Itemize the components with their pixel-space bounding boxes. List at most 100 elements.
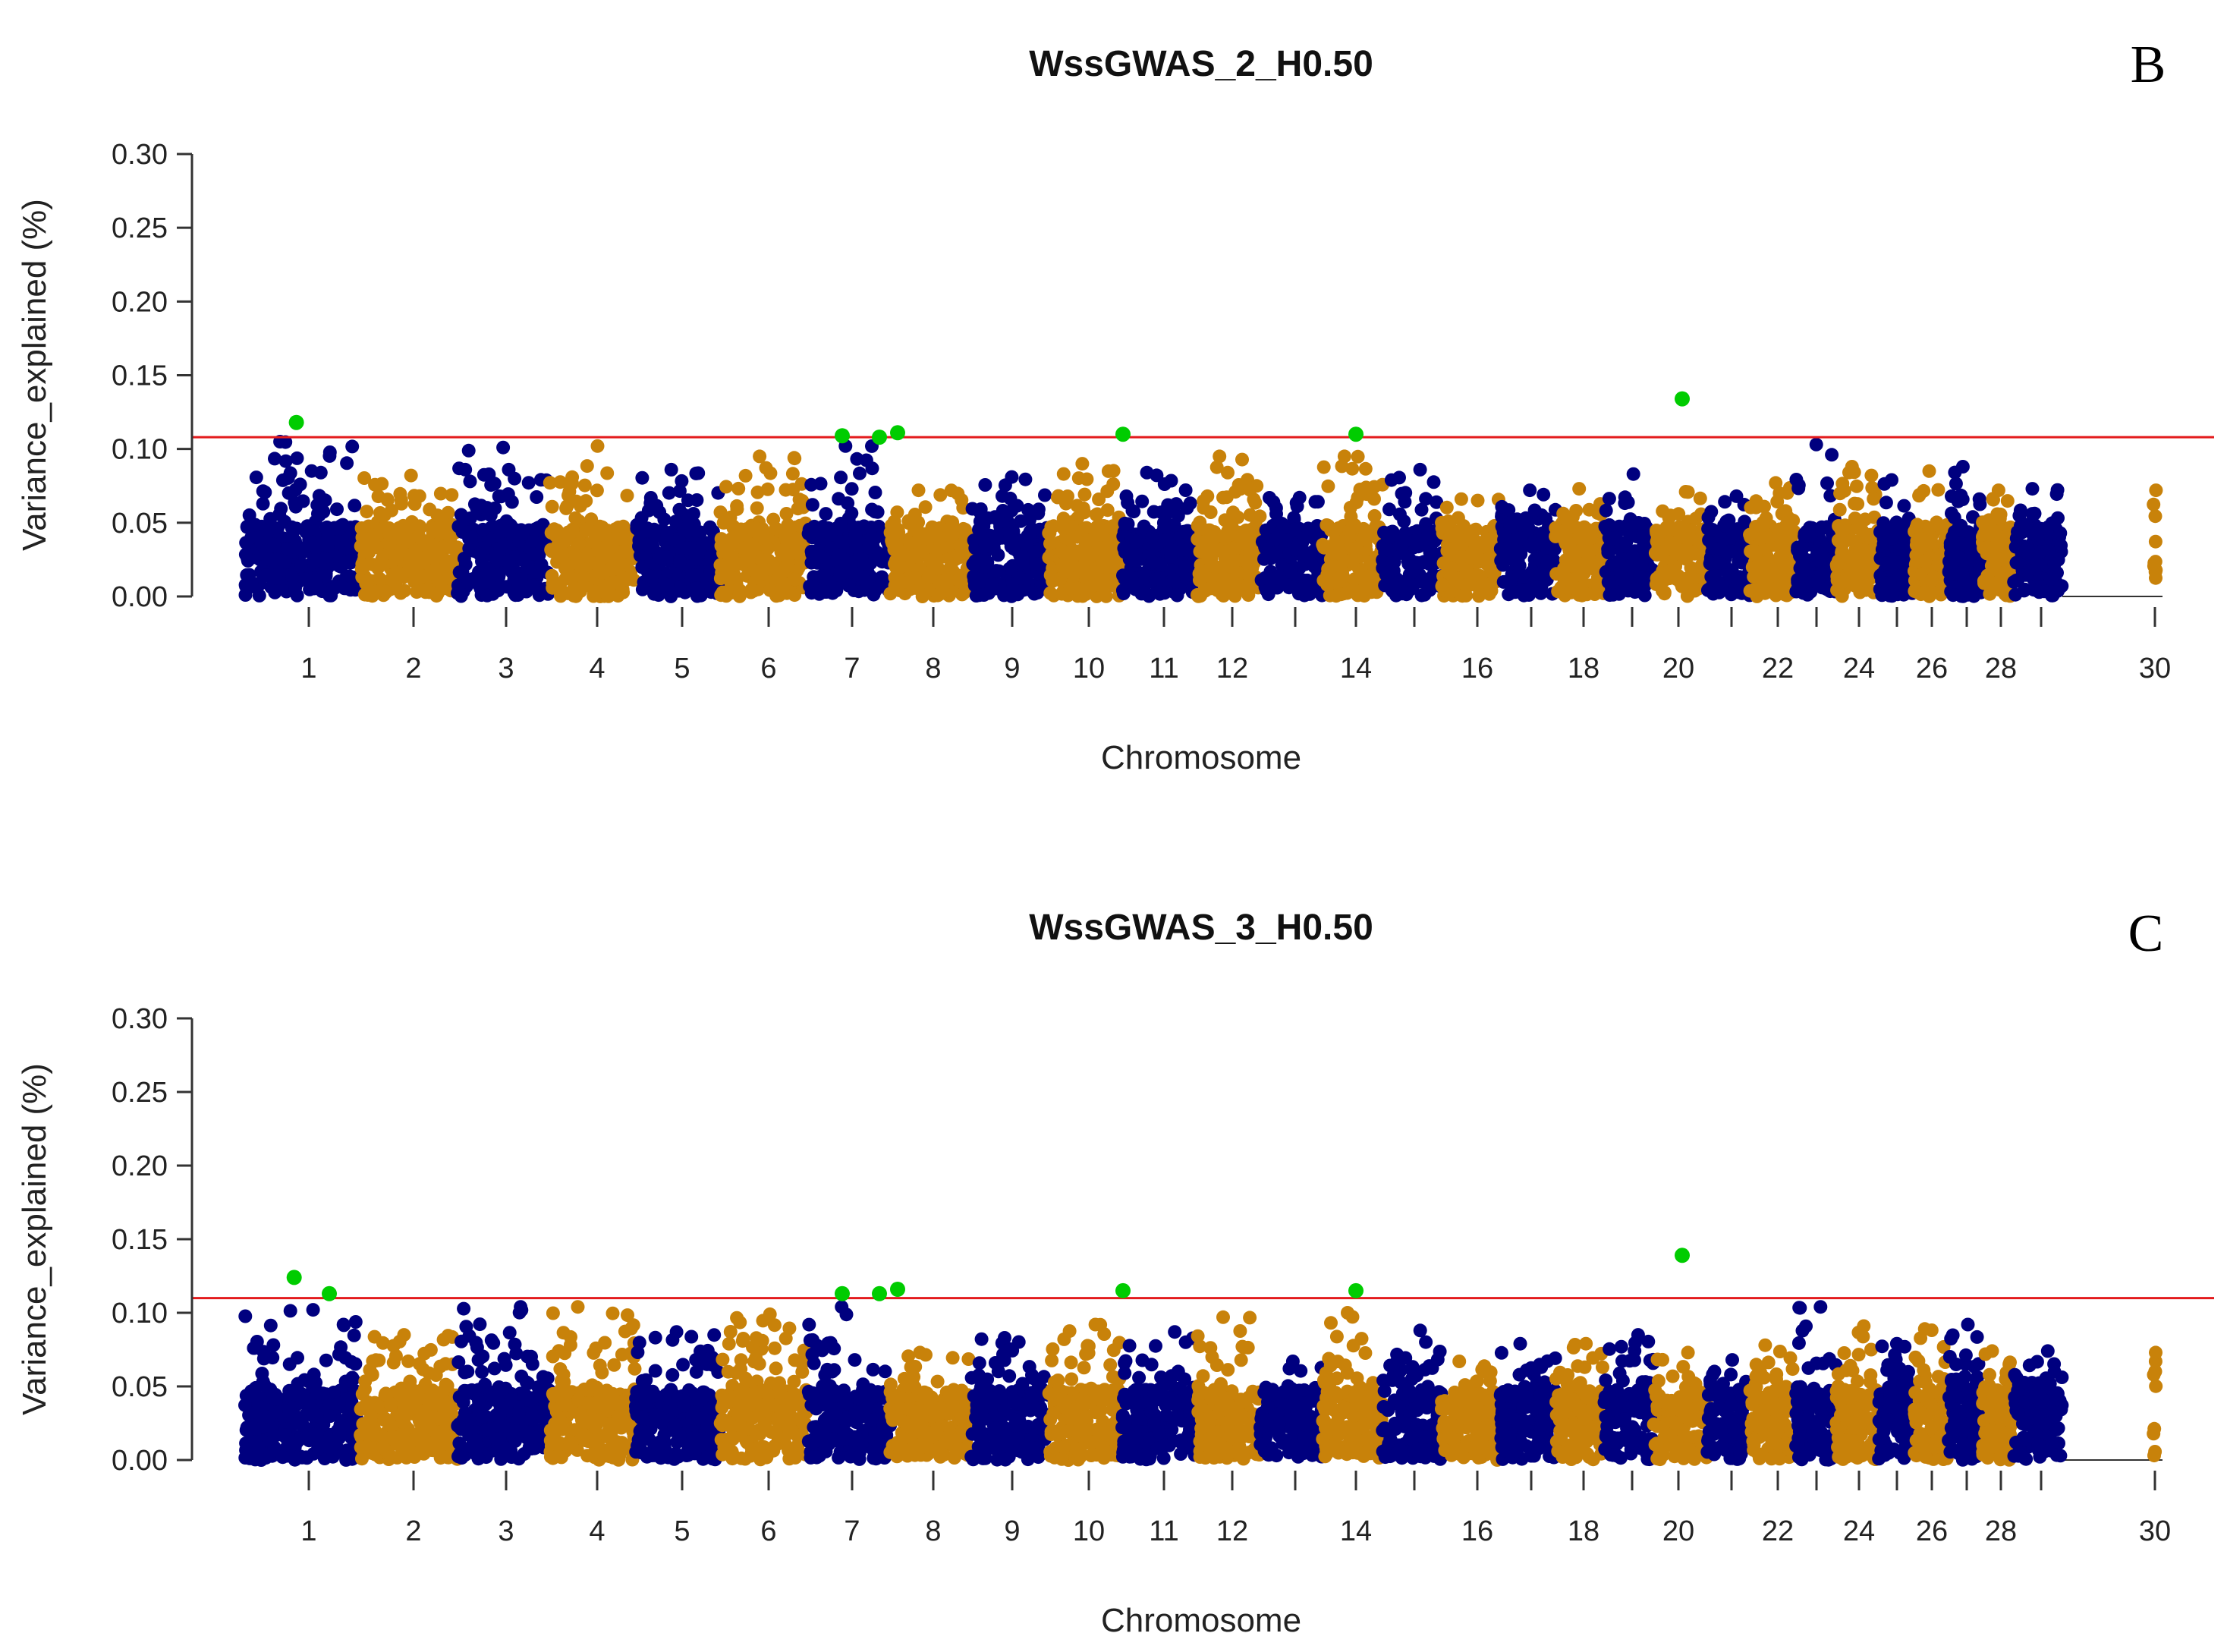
snp-point [673, 555, 687, 569]
snp-point [2030, 527, 2044, 542]
snp-point [1013, 556, 1027, 571]
snp-point [1178, 483, 1193, 497]
chromosome-9-points [965, 470, 1055, 603]
chromosome-14-points [1316, 449, 1389, 603]
x-tick-label: 12 [1216, 653, 1248, 684]
snp-point [1514, 531, 1528, 546]
chromosome-6-points [713, 449, 815, 603]
snp-point [865, 502, 879, 517]
snp-point [672, 580, 687, 594]
snp-point [750, 485, 765, 499]
snp-point [868, 486, 882, 499]
snp-point [1910, 533, 1924, 548]
snp-point [579, 524, 593, 538]
snp-point [262, 522, 276, 537]
y-axis: 0.000.050.100.150.200.250.30 [112, 139, 192, 613]
snp-point [616, 585, 631, 599]
snp-point [967, 573, 982, 587]
snp-point [1530, 580, 1544, 594]
snp-point [1703, 556, 1718, 571]
x-tick-label: 10 [1073, 653, 1105, 684]
snp-point [1101, 464, 1115, 478]
snp-point [330, 502, 344, 517]
snp-point [832, 546, 847, 560]
chromosome-8-points [883, 483, 978, 603]
snp-point [1322, 563, 1336, 577]
snp-point [1014, 514, 1028, 528]
snp-point [657, 512, 672, 527]
snp-point [1574, 543, 1589, 558]
snp-point [1759, 511, 1773, 525]
snp-point [750, 501, 764, 515]
snp-point [1071, 471, 1086, 486]
snp-point [1333, 547, 1348, 561]
snp-point [2037, 584, 2052, 599]
snp-point [1540, 554, 1554, 568]
snp-point [502, 555, 516, 569]
snp-point [1193, 515, 1207, 530]
snp-point [473, 547, 487, 562]
x-tick-label: 18 [1568, 653, 1599, 684]
snp-point [467, 497, 482, 511]
snp-point [804, 524, 819, 539]
snp-point [1512, 565, 1527, 579]
snp-point [338, 555, 353, 570]
snp-point [371, 561, 385, 575]
snp-point [569, 494, 583, 508]
snp-point [1197, 494, 1211, 508]
snp-point [979, 539, 993, 553]
snp-point [1729, 571, 1744, 585]
snp-peak-point [911, 483, 926, 498]
snp-point [348, 1315, 363, 1329]
snp-peak-point [664, 462, 678, 477]
snp-point [307, 538, 321, 552]
snp-point [1495, 499, 1509, 514]
snp-point [1468, 539, 1483, 553]
snp-point [795, 494, 810, 508]
snp-point [1417, 587, 1432, 602]
y-tick-label: 0.05 [112, 508, 168, 540]
snp-point [834, 517, 848, 530]
snp-point [285, 530, 300, 545]
snp-peak-point [1885, 473, 1898, 487]
snp-point [1321, 479, 1335, 493]
snp-point [2148, 534, 2163, 549]
snp-point [252, 588, 266, 603]
snp-point [1129, 553, 1143, 568]
snp-point [1637, 588, 1652, 603]
snp-point [1233, 530, 1247, 544]
snp-point [1100, 503, 1115, 518]
snp-point [422, 585, 436, 599]
snp-point [312, 489, 326, 503]
snp-point [1439, 500, 1454, 514]
snp-point [672, 502, 687, 517]
snp-point [321, 527, 335, 541]
snp-peak-point [1729, 489, 1744, 503]
snp-peak-point [1922, 464, 1936, 478]
snp-point [1609, 530, 1623, 545]
snp-point [634, 511, 649, 525]
snp-point [805, 498, 819, 512]
snp-point [1445, 561, 1458, 575]
snp-point [1348, 572, 1362, 587]
snp-point [680, 541, 694, 555]
snp-point [288, 581, 302, 596]
snp-point [256, 496, 270, 511]
snp-point [955, 492, 969, 507]
snp-point [1701, 511, 1716, 524]
snp-point [1207, 528, 1221, 543]
snp-point [348, 499, 362, 513]
panel-label: C [2128, 905, 2164, 963]
snp-point [849, 540, 863, 554]
snp-point [945, 520, 959, 534]
snp-point [1384, 473, 1398, 487]
snp-point [452, 461, 467, 476]
snp-point [992, 564, 1006, 578]
snp-point [1159, 533, 1174, 547]
snp-point [1672, 507, 1686, 521]
snp-point [1198, 543, 1213, 557]
snp-peak-point [1809, 437, 1823, 452]
snp-point [283, 1304, 297, 1318]
snp-point [1367, 492, 1381, 506]
snp-point [1599, 503, 1613, 518]
